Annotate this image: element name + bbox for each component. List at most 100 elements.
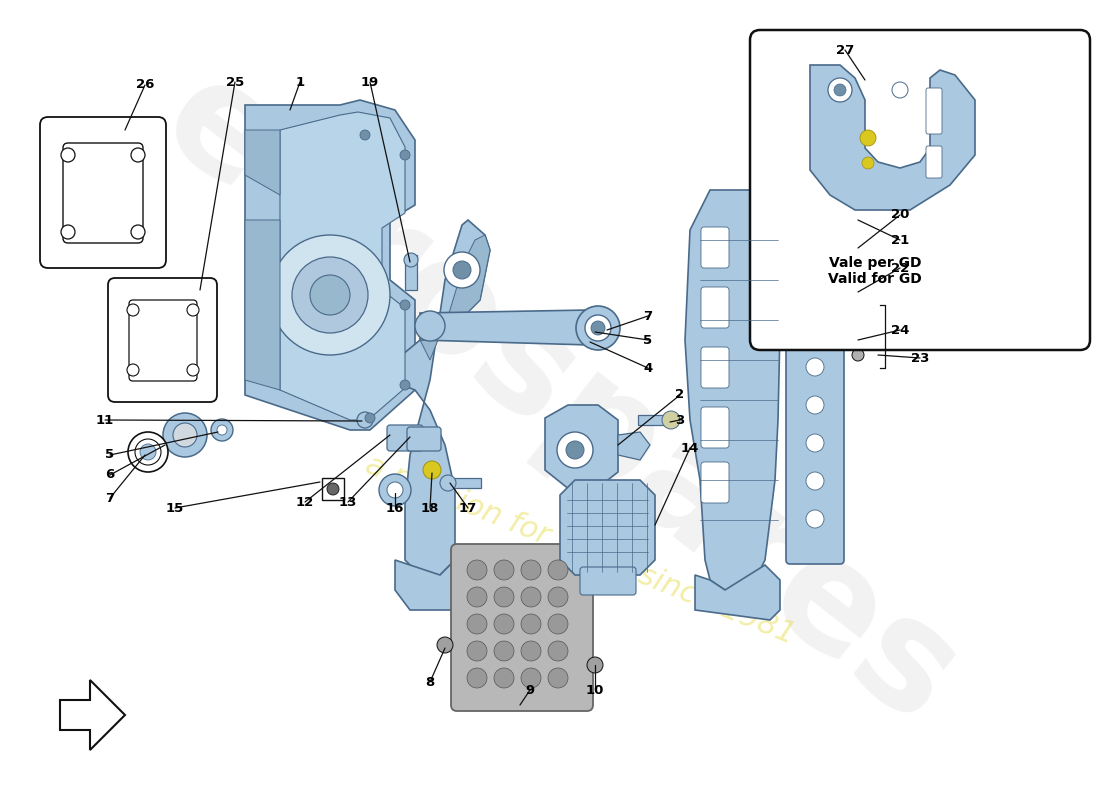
Circle shape	[365, 413, 375, 423]
Circle shape	[548, 641, 568, 661]
Circle shape	[548, 668, 568, 688]
Polygon shape	[810, 65, 975, 210]
Circle shape	[662, 411, 680, 429]
Text: a passion for parts since 1981: a passion for parts since 1981	[361, 450, 799, 650]
Bar	[405, 255, 417, 290]
Circle shape	[424, 461, 441, 479]
Circle shape	[131, 148, 145, 162]
Circle shape	[270, 235, 390, 355]
Circle shape	[358, 412, 373, 428]
Polygon shape	[420, 235, 490, 360]
Circle shape	[387, 482, 403, 498]
Text: 25: 25	[226, 75, 244, 89]
Circle shape	[360, 130, 370, 140]
Polygon shape	[560, 480, 654, 575]
Circle shape	[806, 282, 824, 300]
Circle shape	[173, 423, 197, 447]
Polygon shape	[695, 565, 780, 620]
FancyBboxPatch shape	[750, 30, 1090, 350]
Circle shape	[468, 587, 487, 607]
Circle shape	[851, 284, 865, 298]
Circle shape	[806, 206, 824, 224]
Circle shape	[557, 432, 593, 468]
Circle shape	[292, 257, 368, 333]
Circle shape	[379, 474, 411, 506]
Circle shape	[415, 311, 446, 341]
Polygon shape	[618, 432, 650, 460]
Circle shape	[892, 82, 907, 98]
FancyBboxPatch shape	[387, 425, 424, 451]
Circle shape	[494, 560, 514, 580]
Circle shape	[851, 246, 865, 260]
FancyBboxPatch shape	[129, 300, 197, 381]
Circle shape	[468, 560, 487, 580]
Circle shape	[585, 315, 611, 341]
FancyBboxPatch shape	[407, 427, 441, 451]
Circle shape	[187, 364, 199, 376]
Circle shape	[310, 275, 350, 315]
Circle shape	[521, 614, 541, 634]
Text: 10: 10	[586, 683, 604, 697]
Text: 23: 23	[911, 351, 930, 365]
Circle shape	[862, 157, 874, 169]
Polygon shape	[60, 680, 125, 750]
Circle shape	[521, 641, 541, 661]
Circle shape	[834, 84, 846, 96]
Text: 7: 7	[644, 310, 652, 322]
Text: 11: 11	[96, 414, 114, 426]
Circle shape	[591, 321, 605, 335]
Circle shape	[126, 304, 139, 316]
Circle shape	[140, 444, 156, 460]
FancyBboxPatch shape	[701, 287, 729, 328]
Circle shape	[440, 475, 456, 491]
Text: 7: 7	[106, 491, 114, 505]
Text: Valid for GD: Valid for GD	[828, 272, 922, 286]
Text: 13: 13	[339, 495, 358, 509]
Circle shape	[852, 349, 864, 361]
Bar	[446, 478, 481, 488]
Circle shape	[163, 413, 207, 457]
Circle shape	[521, 668, 541, 688]
Text: 5: 5	[644, 334, 652, 346]
Circle shape	[453, 261, 471, 279]
Polygon shape	[420, 310, 610, 345]
FancyBboxPatch shape	[451, 544, 593, 711]
Circle shape	[576, 306, 620, 350]
Circle shape	[217, 425, 227, 435]
Text: 3: 3	[675, 414, 684, 426]
FancyBboxPatch shape	[701, 407, 729, 448]
Circle shape	[521, 587, 541, 607]
Circle shape	[806, 358, 824, 376]
Text: 27: 27	[836, 43, 854, 57]
Circle shape	[444, 252, 480, 288]
FancyBboxPatch shape	[926, 146, 942, 178]
Circle shape	[521, 560, 541, 580]
Text: 12: 12	[296, 495, 315, 509]
Polygon shape	[378, 220, 490, 575]
FancyBboxPatch shape	[926, 88, 942, 134]
FancyBboxPatch shape	[701, 347, 729, 388]
Circle shape	[587, 657, 603, 673]
Text: 20: 20	[891, 209, 910, 222]
Text: 17: 17	[459, 502, 477, 514]
Bar	[638, 415, 673, 425]
FancyBboxPatch shape	[786, 191, 844, 564]
Text: 2: 2	[675, 389, 684, 402]
Circle shape	[468, 614, 487, 634]
Text: 5: 5	[106, 449, 114, 462]
Polygon shape	[395, 555, 525, 610]
Circle shape	[468, 641, 487, 661]
Circle shape	[806, 472, 824, 490]
Circle shape	[400, 380, 410, 390]
Polygon shape	[245, 220, 280, 390]
Text: Vale per GD: Vale per GD	[828, 256, 922, 270]
Circle shape	[494, 641, 514, 661]
Circle shape	[468, 668, 487, 688]
FancyBboxPatch shape	[63, 143, 143, 243]
Circle shape	[494, 668, 514, 688]
Circle shape	[852, 314, 864, 326]
Circle shape	[135, 439, 161, 465]
Circle shape	[548, 614, 568, 634]
Circle shape	[806, 510, 824, 528]
FancyBboxPatch shape	[108, 278, 217, 402]
